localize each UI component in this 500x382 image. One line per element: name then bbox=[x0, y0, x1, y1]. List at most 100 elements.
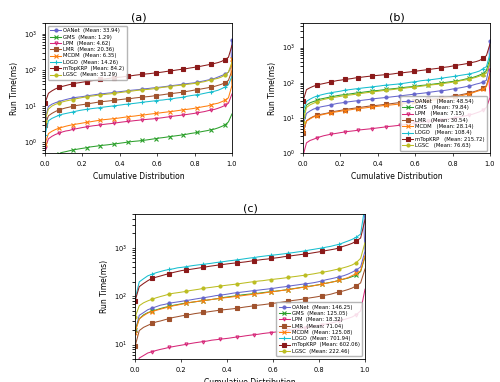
Line: LMR  (Mean: 71.04): LMR (Mean: 71.04) bbox=[134, 267, 366, 348]
GMS  (Mean: 1.29): (0.888, 2.25): 1.29): (0.888, 2.25) bbox=[208, 127, 214, 132]
LPM  (Mean: 18.32): (1, 139): 18.32): (1, 139) bbox=[362, 287, 368, 291]
LMR  (Mean: 71.04): (0.241, 41.8): 71.04): (0.241, 41.8) bbox=[188, 312, 194, 317]
LOGO  (Mean: 14.26): (0.111, 6.28): 14.26): (0.111, 6.28) bbox=[63, 111, 69, 116]
LMR  (Mean: 71.04): (0, 9.1): 71.04): (0, 9.1) bbox=[132, 344, 138, 349]
LPM  (Mean: 18.32): (0.111, 7.94): 18.32): (0.111, 7.94) bbox=[158, 347, 164, 352]
LOGO  (Mean: 108.4): (0.981, 288): 108.4): (0.981, 288) bbox=[484, 64, 490, 69]
mTopKRP  (Mean: 602.06): (0.37, 444): 602.06): (0.37, 444) bbox=[217, 262, 223, 267]
OANet  (Mean: 33.94): (1, 661): 33.94): (1, 661) bbox=[229, 38, 235, 43]
mTopKRP  (Mean: 215.72): (0, 30.6): 215.72): (0, 30.6) bbox=[300, 99, 306, 103]
MCDM  (Mean: 6.35): (0.444, 5.1): 6.35): (0.444, 5.1) bbox=[125, 115, 131, 119]
OANet  (Mean: 146.25): (0.037, 45.6): 146.25): (0.037, 45.6) bbox=[140, 310, 146, 315]
LMR  (Mean: 20.36): (1, 95.9): 20.36): (1, 95.9) bbox=[229, 68, 235, 73]
GMS  (Mean: 79.84): (0.185, 43.4): 79.84): (0.185, 43.4) bbox=[334, 93, 340, 98]
mTopKRP  (Mean: 84.2): (0, 12.2): 84.2): (0, 12.2) bbox=[42, 101, 48, 105]
LPM  (Mean: 7.15): (0.037, 2.3): 7.15): (0.037, 2.3) bbox=[307, 138, 313, 143]
LMR  (Mean: 71.04): (0.888, 122): 71.04): (0.888, 122) bbox=[336, 290, 342, 294]
LOGO  (Mean: 14.26): (0.888, 24.8): 14.26): (0.888, 24.8) bbox=[208, 90, 214, 94]
LOGO  (Mean: 108.4): (0, 16): 108.4): (0, 16) bbox=[300, 108, 306, 113]
LOGO  (Mean: 701.94): (0, 85.5): 701.94): (0, 85.5) bbox=[132, 297, 138, 302]
MCDM  (Mean: 6.35): (0.703, 7.47): 6.35): (0.703, 7.47) bbox=[174, 108, 180, 113]
LGSC  (Mean: 76.63): (0.111, 33.8): 76.63): (0.111, 33.8) bbox=[321, 97, 327, 102]
mTopKRP  (Mean: 602.06): (0.111, 261): 602.06): (0.111, 261) bbox=[158, 274, 164, 278]
MCDM  (Mean: 125.08): (0, 17.3): 125.08): (0, 17.3) bbox=[132, 331, 138, 335]
LGSC  (Mean: 31.29): (0.111, 13.9): 31.29): (0.111, 13.9) bbox=[63, 99, 69, 103]
GMS  (Mean: 125.05): (0, 19.7): 125.05): (0, 19.7) bbox=[132, 328, 138, 333]
OANet  (Mean: 33.94): (0.722, 39.4): 33.94): (0.722, 39.4) bbox=[177, 83, 183, 87]
LOGO  (Mean: 14.26): (0.37, 10.3): 14.26): (0.37, 10.3) bbox=[111, 104, 117, 108]
GMS  (Mean: 79.84): (1, 498): 79.84): (1, 498) bbox=[487, 56, 493, 60]
Line: OANet  (Mean: 146.25): OANet (Mean: 146.25) bbox=[134, 209, 366, 333]
LPM  (Mean: 18.32): (0, 2.61): 18.32): (0, 2.61) bbox=[132, 371, 138, 375]
LGSC  (Mean: 222.46): (0.888, 366): 222.46): (0.888, 366) bbox=[336, 267, 342, 271]
LOGO  (Mean: 14.26): (0.185, 7.63): 14.26): (0.185, 7.63) bbox=[76, 108, 82, 113]
GMS  (Mean: 125.05): (0.111, 55.5): 125.05): (0.111, 55.5) bbox=[158, 306, 164, 311]
X-axis label: Cumulative Distribution: Cumulative Distribution bbox=[204, 378, 296, 382]
X-axis label: Cumulative Distribution: Cumulative Distribution bbox=[92, 173, 184, 181]
OANet  (Mean: 48.54): (0.278, 30.4): 48.54): (0.278, 30.4) bbox=[352, 99, 358, 103]
Line: LPM  (Mean: 4.62): LPM (Mean: 4.62) bbox=[44, 92, 234, 150]
Legend: OANet  (Mean: 146.25), GMS  (Mean: 125.05), LPM  (Mean: 18.32), LMR  (Mean: 71.0: OANet (Mean: 146.25), GMS (Mean: 125.05)… bbox=[276, 302, 362, 356]
MCDM  (Mean: 28.14): (0, 4.25): 28.14): (0, 4.25) bbox=[300, 129, 306, 133]
Y-axis label: Run Time(ms): Run Time(ms) bbox=[100, 260, 108, 313]
mTopKRP  (Mean: 602.06): (0, 79): 602.06): (0, 79) bbox=[132, 299, 138, 303]
LGSC  (Mean: 222.46): (1, 1.28e+03): 222.46): (1, 1.28e+03) bbox=[362, 240, 368, 245]
OANet  (Mean: 48.54): (0.722, 58.2): 48.54): (0.722, 58.2) bbox=[435, 89, 441, 93]
LGSC  (Mean: 76.63): (0, 7.85): 76.63): (0, 7.85) bbox=[300, 120, 306, 124]
LGSC  (Mean: 222.46): (0, 36.3): 222.46): (0, 36.3) bbox=[132, 315, 138, 320]
Title: (a): (a) bbox=[130, 12, 146, 22]
LPM  (Mean: 7.15): (1, 235): 7.15): (1, 235) bbox=[487, 67, 493, 72]
LMR  (Mean: 71.04): (0.981, 188): 71.04): (0.981, 188) bbox=[358, 281, 364, 285]
LMR  (Mean: 71.04): (1, 364): 71.04): (1, 364) bbox=[362, 267, 368, 271]
LPM  (Mean: 7.15): (0.703, 8.45): 7.15): (0.703, 8.45) bbox=[432, 118, 438, 123]
LGSC  (Mean: 222.46): (0.37, 161): 222.46): (0.37, 161) bbox=[217, 284, 223, 288]
LOGO  (Mean: 108.4): (1, 672): 108.4): (1, 672) bbox=[487, 51, 493, 56]
LPM  (Mean: 7.15): (0.722, 8.68): 7.15): (0.722, 8.68) bbox=[435, 118, 441, 123]
mTopKRP  (Mean: 84.2): (0.888, 145): 84.2): (0.888, 145) bbox=[208, 62, 214, 66]
LMR  (Mean: 71.04): (0.37, 51.4): 71.04): (0.37, 51.4) bbox=[217, 308, 223, 312]
mTopKRP  (Mean: 602.06): (0.241, 358): 602.06): (0.241, 358) bbox=[188, 267, 194, 272]
Y-axis label: Run Time(ms): Run Time(ms) bbox=[268, 62, 277, 115]
LPM  (Mean: 18.32): (0.37, 12.9): 18.32): (0.37, 12.9) bbox=[217, 337, 223, 342]
GMS  (Mean: 79.84): (0.241, 47.5): 79.84): (0.241, 47.5) bbox=[345, 92, 351, 97]
LOGO  (Mean: 108.4): (0.111, 47.4): 108.4): (0.111, 47.4) bbox=[321, 92, 327, 97]
OANet  (Mean: 33.94): (0.037, 11.4): 33.94): (0.037, 11.4) bbox=[49, 102, 55, 107]
LMR  (Mean: 71.04): (0.111, 30.7): 71.04): (0.111, 30.7) bbox=[158, 319, 164, 323]
LMR  (Mean: 30.54): (0.888, 51.8): 30.54): (0.888, 51.8) bbox=[466, 91, 472, 95]
LPM  (Mean: 7.15): (0.278, 4.38): 7.15): (0.278, 4.38) bbox=[352, 128, 358, 133]
mTopKRP  (Mean: 215.72): (1, 1.26e+03): 215.72): (1, 1.26e+03) bbox=[487, 42, 493, 46]
Line: MCDM  (Mean: 125.08): MCDM (Mean: 125.08) bbox=[134, 254, 366, 335]
LOGO  (Mean: 108.4): (0.241, 63.2): 108.4): (0.241, 63.2) bbox=[345, 87, 351, 92]
OANet  (Mean: 146.25): (0.703, 170): 146.25): (0.703, 170) bbox=[294, 283, 300, 287]
mTopKRP  (Mean: 215.72): (0.981, 593): 215.72): (0.981, 593) bbox=[484, 53, 490, 58]
Line: LMR  (Mean: 20.36): LMR (Mean: 20.36) bbox=[44, 69, 234, 126]
LMR  (Mean: 30.54): (1, 184): 30.54): (1, 184) bbox=[487, 71, 493, 76]
OANet  (Mean: 146.25): (0.722, 175): 146.25): (0.722, 175) bbox=[298, 282, 304, 286]
LPM  (Mean: 4.62): (0.888, 7.84): 4.62): (0.888, 7.84) bbox=[208, 108, 214, 112]
MCDM  (Mean: 125.08): (0.111, 53.9): 125.08): (0.111, 53.9) bbox=[158, 307, 164, 311]
LOGO  (Mean: 701.94): (0.037, 229): 701.94): (0.037, 229) bbox=[140, 277, 146, 281]
OANet  (Mean: 48.54): (0, 6.03): 48.54): (0, 6.03) bbox=[300, 123, 306, 128]
Line: mTopKRP  (Mean: 84.2): mTopKRP (Mean: 84.2) bbox=[44, 44, 234, 105]
mTopKRP  (Mean: 215.72): (0.111, 95.4): 215.72): (0.111, 95.4) bbox=[321, 81, 327, 86]
OANet  (Mean: 33.94): (0, 4.57): 33.94): (0, 4.57) bbox=[42, 116, 48, 121]
LMR  (Mean: 20.36): (0.241, 11.9): 20.36): (0.241, 11.9) bbox=[87, 101, 93, 106]
LGSC  (Mean: 31.29): (0.37, 22.6): 31.29): (0.37, 22.6) bbox=[111, 91, 117, 96]
GMS  (Mean: 1.29): (0.981, 3.68): 1.29): (0.981, 3.68) bbox=[226, 120, 232, 124]
Line: OANet  (Mean: 48.54): OANet (Mean: 48.54) bbox=[302, 39, 492, 127]
Line: GMS  (Mean: 79.84): GMS (Mean: 79.84) bbox=[302, 57, 492, 118]
mTopKRP  (Mean: 84.2): (0.111, 37.3): 84.2): (0.111, 37.3) bbox=[63, 83, 69, 88]
mTopKRP  (Mean: 84.2): (0.981, 224): 84.2): (0.981, 224) bbox=[226, 55, 232, 60]
LPM  (Mean: 4.62): (0.185, 2.48): 4.62): (0.185, 2.48) bbox=[76, 126, 82, 130]
LOGO  (Mean: 14.26): (0.981, 39.2): 14.26): (0.981, 39.2) bbox=[226, 83, 232, 87]
Line: LPM  (Mean: 7.15): LPM (Mean: 7.15) bbox=[302, 68, 492, 157]
GMS  (Mean: 79.84): (0, 11.4): 79.84): (0, 11.4) bbox=[300, 114, 306, 118]
LGSC  (Mean: 222.46): (0.981, 603): 222.46): (0.981, 603) bbox=[358, 256, 364, 261]
OANet  (Mean: 33.94): (0.703, 38.3): 33.94): (0.703, 38.3) bbox=[174, 83, 180, 87]
OANet  (Mean: 146.25): (0.278, 89.5): 146.25): (0.278, 89.5) bbox=[196, 296, 202, 301]
LMR  (Mean: 20.36): (0.37, 14.5): 20.36): (0.37, 14.5) bbox=[111, 98, 117, 103]
LGSC  (Mean: 222.46): (0.111, 98.2): 222.46): (0.111, 98.2) bbox=[158, 294, 164, 299]
LMR  (Mean: 30.54): (0.981, 83.4): 30.54): (0.981, 83.4) bbox=[484, 83, 490, 88]
LGSC  (Mean: 76.63): (0.981, 189): 76.63): (0.981, 189) bbox=[484, 71, 490, 75]
MCDM  (Mean: 28.14): (0.185, 15.2): 28.14): (0.185, 15.2) bbox=[334, 109, 340, 114]
